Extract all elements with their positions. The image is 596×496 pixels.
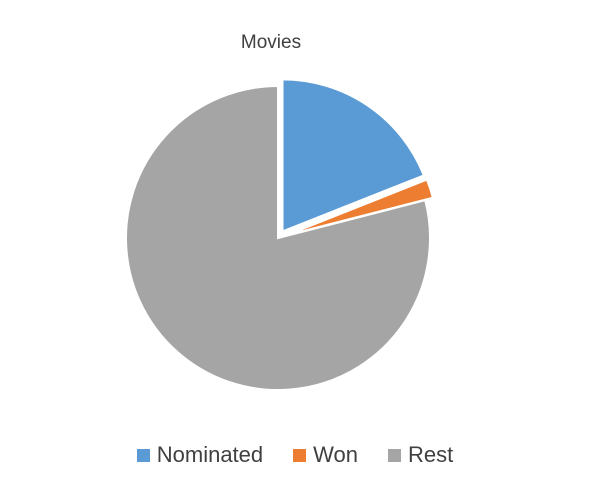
pie-slice-rest[interactable] (125, 84, 431, 391)
legend-item-rest[interactable]: Rest (387, 442, 454, 468)
legend-label-nominated: Nominated (156, 442, 264, 467)
legend-label-won: Won (313, 442, 358, 467)
legend: Nominated Won Rest (0, 442, 590, 468)
pie-slice-won[interactable] (285, 178, 435, 237)
legend-swatch-rest (387, 448, 401, 462)
legend-swatch-nominated (136, 448, 150, 462)
pie-slice-nominated[interactable] (281, 78, 426, 233)
legend-swatch-won (293, 448, 307, 462)
legend-item-nominated[interactable]: Nominated (136, 442, 264, 468)
chart-title: Movies (240, 32, 302, 53)
legend-item-won[interactable]: Won (293, 442, 358, 468)
legend-label-rest: Rest (407, 442, 454, 467)
